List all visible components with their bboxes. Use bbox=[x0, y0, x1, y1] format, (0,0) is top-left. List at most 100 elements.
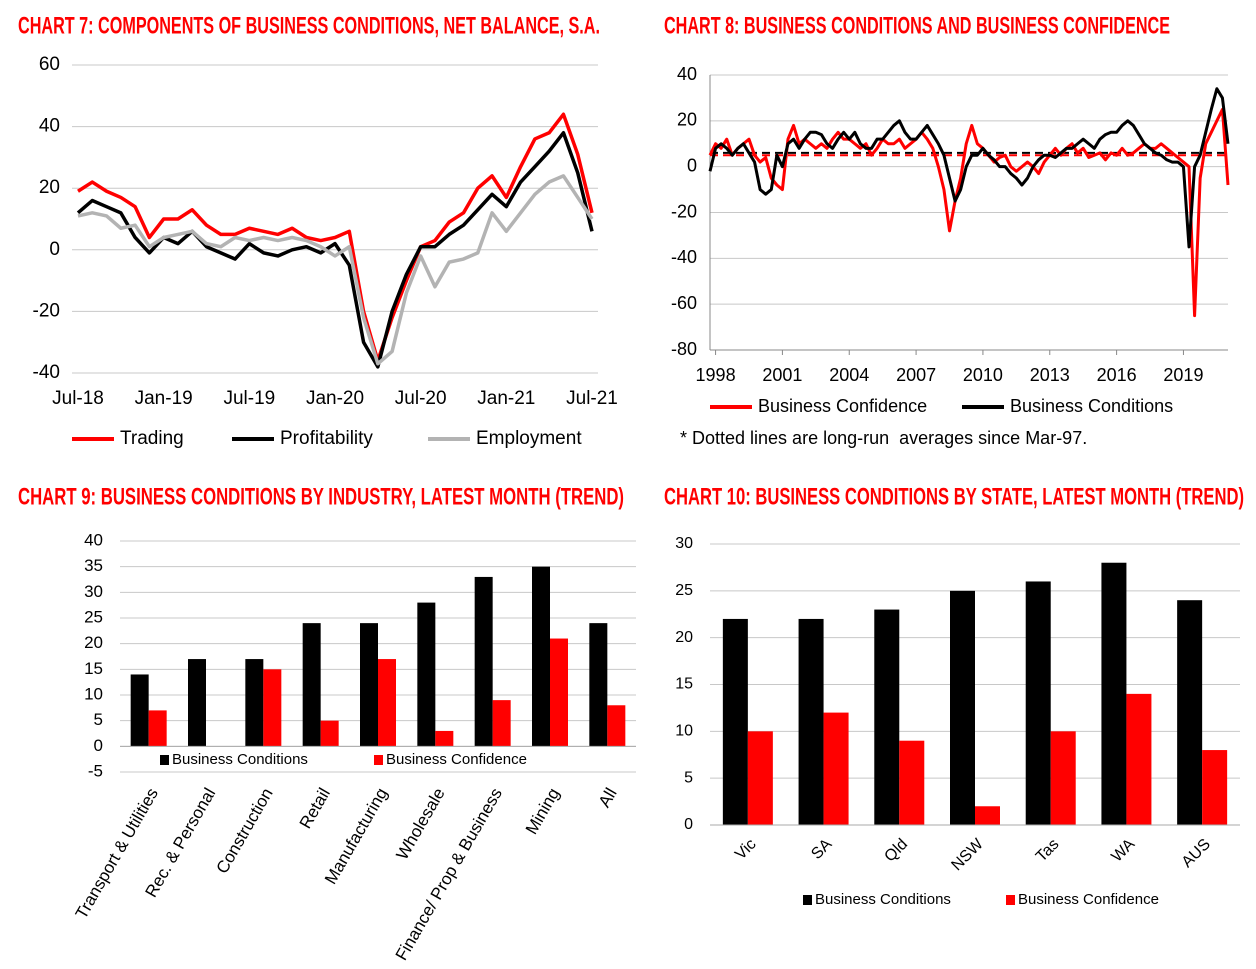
x-tick-label: 2016 bbox=[1097, 365, 1137, 385]
chart-title: CHART 7: COMPONENTS OF BUSINESS CONDITIO… bbox=[18, 12, 600, 39]
x-tick-label: Vic bbox=[732, 836, 760, 864]
series-line bbox=[708, 107, 1230, 318]
y-tick-label: 20 bbox=[39, 177, 60, 198]
x-tick-label: Jul-21 bbox=[566, 388, 618, 409]
bar bbox=[1101, 562, 1127, 825]
y-tick-label: -40 bbox=[671, 247, 697, 267]
x-tick-label: WA bbox=[1108, 836, 1138, 866]
series-line bbox=[708, 87, 1230, 249]
x-tick-label: 2001 bbox=[762, 365, 802, 385]
x-tick-label: 2019 bbox=[1163, 365, 1203, 385]
chart-title: CHART 8: BUSINESS CONDITIONS AND BUSINES… bbox=[664, 12, 1170, 39]
y-tick-label: 15 bbox=[84, 659, 103, 678]
bar bbox=[435, 730, 454, 747]
y-tick-label: 40 bbox=[677, 64, 697, 84]
y-tick-label: 40 bbox=[84, 530, 103, 549]
y-tick-label: 25 bbox=[675, 582, 693, 599]
legend-label: Business Confidence bbox=[386, 751, 527, 768]
y-tick-label: 20 bbox=[84, 633, 103, 652]
legend-label: Trading bbox=[120, 428, 184, 449]
x-tick-label: 2013 bbox=[1030, 365, 1070, 385]
bar bbox=[1177, 600, 1203, 825]
y-tick-label: 15 bbox=[675, 676, 693, 693]
x-tick-label: Jul-19 bbox=[223, 388, 275, 409]
y-tick-label: -20 bbox=[671, 201, 697, 221]
y-tick-label: 20 bbox=[675, 629, 693, 646]
bar bbox=[874, 609, 900, 825]
y-tick-label: 5 bbox=[94, 710, 103, 729]
x-tick-label: Jan-20 bbox=[306, 388, 364, 409]
chart-title: CHART 9: BUSINESS CONDITIONS BY INDUSTRY… bbox=[18, 483, 624, 510]
bar bbox=[1025, 581, 1051, 825]
x-tick-label: AUS bbox=[1179, 836, 1214, 871]
x-tick-label: Jan-19 bbox=[135, 388, 193, 409]
bar bbox=[378, 659, 396, 747]
bar bbox=[747, 731, 773, 825]
y-tick-label: 5 bbox=[684, 769, 693, 786]
bar bbox=[245, 659, 264, 747]
x-tick-label: Transport & Utilities bbox=[72, 785, 162, 922]
x-tick-label: Qld bbox=[881, 836, 911, 866]
bar bbox=[950, 590, 975, 825]
series-line bbox=[77, 174, 594, 366]
y-tick-label: 35 bbox=[84, 556, 103, 575]
series-line bbox=[77, 112, 594, 363]
y-tick-label: 40 bbox=[39, 116, 60, 137]
y-tick-label: 30 bbox=[84, 582, 103, 601]
legend-swatch bbox=[803, 895, 812, 905]
x-tick-label: Jan-21 bbox=[477, 388, 535, 409]
bar bbox=[1126, 693, 1152, 825]
legend-label: Employment bbox=[476, 428, 582, 449]
x-tick-label: Wholesale bbox=[393, 785, 449, 863]
y-tick-label: -5 bbox=[88, 761, 103, 780]
bar bbox=[975, 806, 1000, 825]
x-tick-label: 1998 bbox=[696, 365, 736, 385]
y-tick-label: 0 bbox=[94, 736, 103, 755]
legend-swatch bbox=[160, 755, 169, 765]
x-tick-label: Mining bbox=[522, 785, 564, 838]
y-tick-label: 20 bbox=[677, 110, 697, 130]
x-tick-label: NSW bbox=[948, 835, 987, 874]
legend-label: Business Conditions bbox=[815, 891, 951, 908]
x-tick-label: Jul-18 bbox=[52, 388, 104, 409]
bar bbox=[899, 740, 925, 825]
bar bbox=[130, 674, 149, 747]
bar bbox=[474, 576, 493, 747]
bar bbox=[302, 623, 321, 747]
x-tick-label: Jul-20 bbox=[395, 388, 447, 409]
bar bbox=[492, 700, 511, 747]
y-tick-label: 0 bbox=[687, 155, 697, 175]
y-tick-label: 10 bbox=[84, 684, 103, 703]
bar bbox=[263, 669, 282, 747]
x-tick-label: Manufacturing bbox=[321, 785, 391, 888]
bar bbox=[589, 623, 608, 747]
y-tick-label: -60 bbox=[671, 293, 697, 313]
bar bbox=[188, 659, 206, 747]
bar bbox=[320, 720, 339, 747]
y-tick-label: 0 bbox=[684, 816, 693, 833]
x-tick-label: 2004 bbox=[829, 365, 869, 385]
x-tick-label: SA bbox=[808, 836, 835, 863]
bar bbox=[1202, 750, 1228, 825]
y-tick-label: -80 bbox=[671, 339, 697, 359]
bar bbox=[607, 705, 626, 747]
bar bbox=[823, 712, 849, 825]
x-tick-label: Construction bbox=[213, 785, 277, 877]
y-tick-label: -40 bbox=[33, 362, 60, 383]
y-tick-label: 25 bbox=[84, 607, 103, 626]
bar bbox=[722, 618, 748, 825]
legend-label: Business Conditions bbox=[172, 751, 308, 768]
x-tick-label: 2010 bbox=[963, 365, 1003, 385]
bar bbox=[417, 602, 436, 747]
bar bbox=[532, 566, 550, 747]
legend-label: Business Confidence bbox=[758, 396, 927, 416]
y-tick-label: 60 bbox=[39, 54, 60, 75]
x-tick-label: Finance/ Prop & Business bbox=[392, 785, 506, 964]
chart-title: CHART 10: BUSINESS CONDITIONS BY STATE, … bbox=[664, 483, 1244, 510]
x-tick-label: Tas bbox=[1033, 836, 1063, 866]
x-tick-label: Retail bbox=[296, 785, 334, 832]
footnote: * Dotted lines are long-run averages sin… bbox=[680, 428, 1087, 448]
legend-swatch bbox=[374, 755, 383, 765]
